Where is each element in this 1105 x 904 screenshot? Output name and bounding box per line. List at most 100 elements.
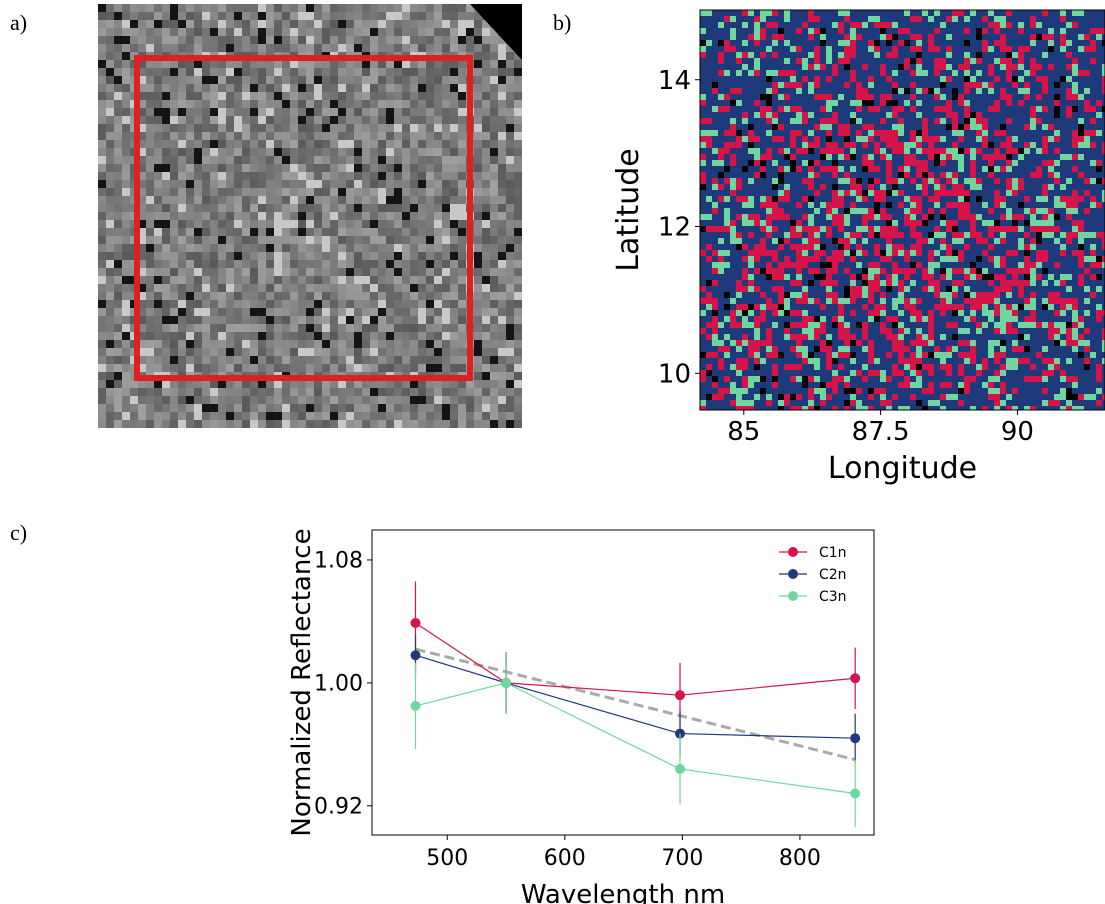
image-pixel: [410, 244, 418, 252]
image-pixel: [442, 292, 450, 300]
image-pixel: [450, 212, 458, 220]
image-pixel: [98, 204, 106, 212]
image-pixel: [162, 276, 170, 284]
map-cell: [970, 136, 976, 142]
image-pixel: [170, 132, 178, 140]
map-cell: [1072, 34, 1078, 40]
image-pixel: [202, 156, 210, 164]
image-pixel: [282, 404, 290, 412]
map-cell: [700, 76, 706, 82]
image-pixel: [410, 100, 418, 108]
map-cell: [1072, 172, 1078, 178]
image-pixel: [450, 84, 458, 92]
map-cell: [730, 16, 736, 22]
image-pixel: [442, 252, 450, 260]
map-cell: [946, 22, 952, 28]
image-pixel: [514, 132, 522, 140]
map-cell: [1006, 34, 1012, 40]
map-cell: [838, 136, 844, 142]
map-cell: [1000, 34, 1006, 40]
map-cell: [892, 112, 898, 118]
map-cell: [742, 172, 748, 178]
image-pixel: [378, 60, 386, 68]
image-pixel: [394, 236, 402, 244]
map-cell: [814, 166, 820, 172]
image-pixel: [346, 188, 354, 196]
image-pixel: [370, 404, 378, 412]
map-cell: [760, 82, 766, 88]
map-cell: [880, 124, 886, 130]
map-cell: [1048, 166, 1054, 172]
image-pixel: [250, 420, 258, 428]
image-pixel: [98, 28, 106, 36]
image-pixel: [434, 28, 442, 36]
map-cell: [1018, 28, 1024, 34]
image-pixel: [114, 292, 122, 300]
image-pixel: [338, 228, 346, 236]
map-cell: [934, 178, 940, 184]
map-cell: [886, 46, 892, 52]
map-cell: [988, 136, 994, 142]
image-pixel: [178, 252, 186, 260]
map-cell: [820, 130, 826, 136]
image-pixel: [178, 132, 186, 140]
map-cell: [772, 94, 778, 100]
image-pixel: [162, 308, 170, 316]
map-cell: [940, 100, 946, 106]
map-cell: [766, 166, 772, 172]
image-pixel: [234, 252, 242, 260]
map-cell: [772, 82, 778, 88]
map-cell: [1096, 52, 1102, 58]
image-pixel: [330, 28, 338, 36]
image-pixel: [482, 348, 490, 356]
map-cell: [1018, 22, 1024, 28]
map-cell: [784, 88, 790, 94]
image-pixel: [322, 364, 330, 372]
image-pixel: [114, 324, 122, 332]
map-cell: [802, 88, 808, 94]
map-cell: [712, 124, 718, 130]
image-pixel: [226, 140, 234, 148]
image-pixel: [346, 124, 354, 132]
map-cell: [928, 82, 934, 88]
image-pixel: [410, 4, 418, 12]
map-cell: [748, 142, 754, 148]
image-pixel: [378, 308, 386, 316]
map-cell: [1012, 154, 1018, 160]
image-pixel: [210, 212, 218, 220]
image-pixel: [258, 172, 266, 180]
image-pixel: [346, 276, 354, 284]
map-cell: [1012, 148, 1018, 154]
image-pixel: [378, 212, 386, 220]
image-pixel: [410, 420, 418, 428]
map-cell: [964, 76, 970, 82]
map-cell: [844, 100, 850, 106]
image-pixel: [362, 292, 370, 300]
image-pixel: [162, 300, 170, 308]
map-cell: [856, 76, 862, 82]
image-pixel: [466, 412, 474, 420]
map-cell: [832, 196, 838, 202]
image-pixel: [282, 420, 290, 428]
image-pixel: [402, 388, 410, 396]
map-cell: [886, 154, 892, 160]
image-pixel: [370, 204, 378, 212]
map-cell: [994, 88, 1000, 94]
map-cell: [1048, 82, 1054, 88]
map-cell: [1060, 16, 1066, 22]
image-pixel: [282, 244, 290, 252]
map-cell: [814, 178, 820, 184]
image-pixel: [338, 220, 346, 228]
image-pixel: [194, 292, 202, 300]
map-cell: [1042, 22, 1048, 28]
image-pixel: [482, 44, 490, 52]
image-pixel: [218, 380, 226, 388]
map-cell: [880, 166, 886, 172]
image-pixel: [338, 212, 346, 220]
image-pixel: [170, 228, 178, 236]
image-pixel: [506, 172, 514, 180]
image-pixel: [194, 220, 202, 228]
map-cell: [814, 34, 820, 40]
map-cell: [1000, 16, 1006, 22]
map-cell: [1048, 130, 1054, 136]
